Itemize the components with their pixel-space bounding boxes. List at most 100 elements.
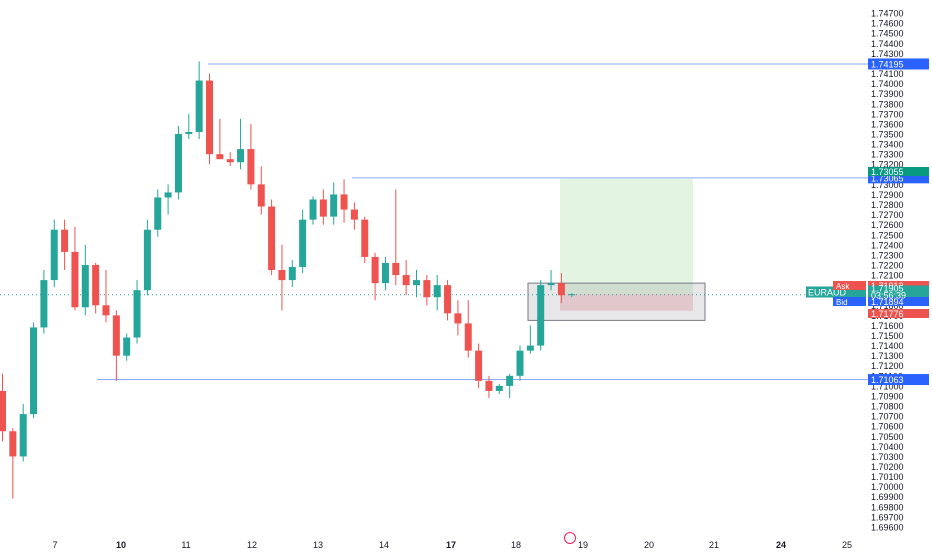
price-axis-tick-label: 1.70500 (871, 432, 904, 442)
candle-body (433, 285, 441, 298)
price-axis-tick-label: 1.73200 (871, 160, 904, 170)
candle-body (340, 194, 348, 210)
level-price-tag-text: 1.74195 (871, 59, 904, 69)
level-price-tag (868, 58, 929, 70)
price-axis-tick-label: 1.71200 (871, 361, 904, 371)
bid-tag (833, 297, 866, 306)
candle-body (164, 192, 172, 198)
price-axis-tick-label: 1.73400 (871, 140, 904, 150)
price-axis-tick-label: 1.69800 (871, 502, 904, 512)
candle-body (423, 280, 431, 298)
price-axis-tick-label: 1.73800 (871, 99, 904, 109)
candle-body (40, 280, 48, 328)
time-axis-tick-label: 12 (247, 540, 257, 550)
price-axis-tick-label: 1.72200 (871, 260, 904, 270)
candle-body (392, 262, 400, 276)
candle-body (557, 283, 565, 296)
range-rectangle[interactable] (527, 282, 706, 321)
price-axis-tick-label: 1.74000 (871, 79, 904, 89)
bid-price-tag (868, 297, 929, 306)
price-axis-tick-label: 1.70200 (871, 462, 904, 472)
candle-body (495, 385, 503, 391)
time-axis-tick-label: 7 (52, 540, 57, 550)
price-axis-tick-label: 1.74400 (871, 39, 904, 49)
price-axis-tick-label: 1.73600 (871, 119, 904, 129)
candle-body (526, 345, 534, 351)
price-axis-tick-label: 1.73900 (871, 89, 904, 99)
candle-body (454, 313, 462, 324)
bid-tag-text: Bid (836, 298, 848, 307)
price-axis[interactable] (868, 0, 931, 550)
candle-body (319, 199, 327, 217)
price-axis-tick-label: 1.72100 (871, 271, 904, 281)
level-price-tag-text: 1.71063 (871, 375, 904, 385)
price-axis-tick-label: 1.70800 (871, 402, 904, 412)
candle-body (226, 159, 234, 163)
time-axis-tick-label: 19 (578, 540, 588, 550)
candle-body (381, 262, 389, 284)
candle-body (506, 375, 514, 386)
candle-body (174, 133, 182, 193)
time-axis-tick-label: 11 (181, 540, 190, 550)
stop-price-tag-text: 1.71776 (871, 309, 904, 319)
candle-body (444, 285, 452, 314)
price-axis-tick-label: 1.72600 (871, 220, 904, 230)
candle-body (350, 209, 358, 220)
ask-tag-text: Ask (836, 282, 850, 291)
price-axis-tick-label: 1.72500 (871, 230, 904, 240)
ask-tag (833, 281, 866, 290)
time-axis-tick-label: 13 (313, 540, 323, 550)
candle-body (0, 390, 6, 432)
candle-body (330, 194, 338, 217)
candle-body (568, 294, 576, 296)
candle-body (133, 290, 141, 338)
candle-body (268, 206, 276, 271)
level-price-tag (868, 172, 929, 184)
candle-body (371, 256, 379, 284)
price-axis-tick-label: 1.71000 (871, 381, 904, 391)
price-axis-tick-label: 1.70400 (871, 442, 904, 452)
price-axis-tick-label: 1.72300 (871, 250, 904, 260)
price-axis-tick-label: 1.69600 (871, 522, 904, 532)
symbol-tag (806, 286, 866, 298)
candle-body (516, 350, 524, 376)
price-axis-tick-label: 1.70100 (871, 472, 904, 482)
level-price-tag-text: 1.73065 (871, 173, 904, 183)
candle-body (123, 337, 131, 356)
time-axis-tick-label: 10 (116, 540, 126, 550)
price-axis-tick-label: 1.69900 (871, 492, 904, 502)
price-axis-tick-label: 1.72900 (871, 190, 904, 200)
candle-body (413, 280, 420, 286)
candle-body (71, 251, 79, 308)
price-axis-tick-label: 1.70700 (871, 412, 904, 422)
candle-body (247, 149, 255, 185)
time-axis-tick-label: 20 (644, 540, 654, 550)
price-axis-tick-label: 1.73700 (871, 109, 904, 119)
price-axis-tick-label: 1.74100 (871, 69, 904, 79)
candle-body (195, 80, 203, 132)
candle-body (92, 264, 100, 306)
price-axis-tick-label: 1.74300 (871, 49, 904, 59)
candle-body (143, 229, 151, 291)
price-axis-tick-label: 1.73000 (871, 180, 904, 190)
price-axis-tick-label: 1.73300 (871, 150, 904, 160)
loss-zone (560, 294, 693, 311)
time-axis-tick-label: 24 (776, 540, 786, 550)
time-axis-tick-label: 25 (842, 540, 852, 550)
candle-body (30, 327, 38, 415)
target-price-tag-text: 1.73055 (871, 167, 904, 177)
candle-body (154, 197, 162, 230)
candle-body (50, 229, 58, 281)
event-marker-icon[interactable] (564, 532, 576, 544)
price-axis-tick-label: 1.71500 (871, 331, 904, 341)
candle-body (299, 219, 307, 267)
price-axis-tick-label: 1.71400 (871, 341, 904, 351)
candle-body (257, 184, 265, 207)
stop-price-tag (868, 309, 929, 318)
price-axis-tick-label: 1.71600 (871, 321, 904, 331)
candle-body (102, 305, 110, 316)
candle-body (402, 275, 410, 286)
time-axis-tick-label: 14 (379, 540, 389, 550)
